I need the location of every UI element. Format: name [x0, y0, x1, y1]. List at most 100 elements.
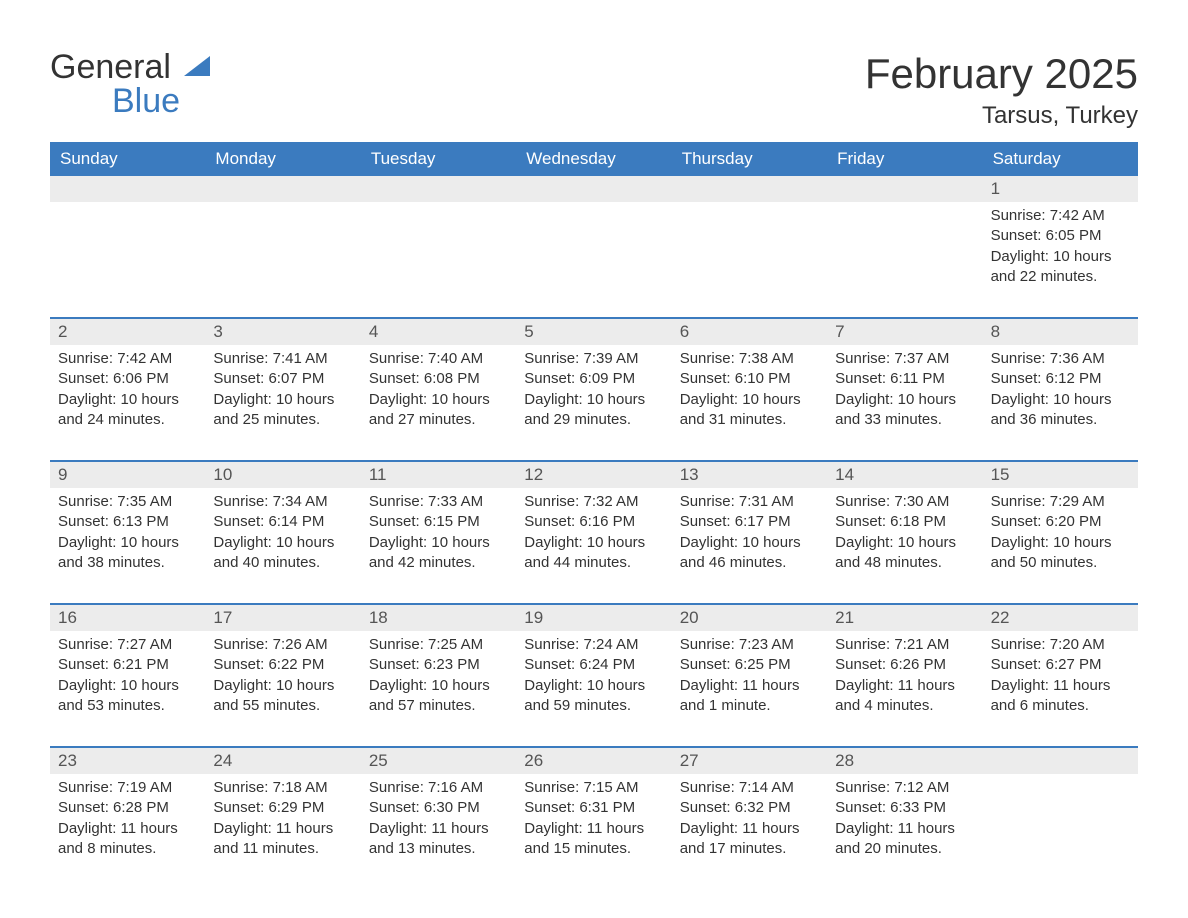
sunrise-text: Sunrise: 7:14 AM [680, 778, 819, 798]
logo-text: General Blue [50, 50, 180, 118]
sunrise-text: Sunrise: 7:18 AM [213, 778, 352, 798]
sunrise-text: Sunrise: 7:34 AM [213, 492, 352, 512]
calendar: SundayMondayTuesdayWednesdayThursdayFrid… [50, 142, 1138, 867]
week-row: 9Sunrise: 7:35 AMSunset: 6:13 PMDaylight… [50, 460, 1138, 581]
logo: General Blue [50, 50, 214, 118]
weekday-header: Tuesday [361, 142, 516, 176]
sunset-text: Sunset: 6:33 PM [835, 798, 974, 818]
day-cell: 3Sunrise: 7:41 AMSunset: 6:07 PMDaylight… [205, 319, 360, 438]
sunset-text: Sunset: 6:22 PM [213, 655, 352, 675]
logo-sail-icon [182, 54, 214, 82]
daylight-text: Daylight: 10 hours and 53 minutes. [58, 676, 197, 717]
day-details: Sunrise: 7:39 AMSunset: 6:09 PMDaylight:… [516, 345, 671, 438]
sunrise-text: Sunrise: 7:42 AM [58, 349, 197, 369]
day-cell: 19Sunrise: 7:24 AMSunset: 6:24 PMDayligh… [516, 605, 671, 724]
weeks-container: 1Sunrise: 7:42 AMSunset: 6:05 PMDaylight… [50, 176, 1138, 867]
day-details: Sunrise: 7:40 AMSunset: 6:08 PMDaylight:… [361, 345, 516, 438]
day-number: 10 [205, 462, 360, 488]
weekday-header: Friday [827, 142, 982, 176]
empty-day-cell [672, 176, 827, 295]
sunrise-text: Sunrise: 7:41 AM [213, 349, 352, 369]
sunrise-text: Sunrise: 7:15 AM [524, 778, 663, 798]
day-details: Sunrise: 7:26 AMSunset: 6:22 PMDaylight:… [205, 631, 360, 724]
daylight-text: Daylight: 10 hours and 42 minutes. [369, 533, 508, 574]
day-cell: 28Sunrise: 7:12 AMSunset: 6:33 PMDayligh… [827, 748, 982, 867]
sunrise-text: Sunrise: 7:30 AM [835, 492, 974, 512]
sunrise-text: Sunrise: 7:26 AM [213, 635, 352, 655]
daylight-text: Daylight: 11 hours and 13 minutes. [369, 819, 508, 860]
day-number [672, 176, 827, 202]
day-details: Sunrise: 7:14 AMSunset: 6:32 PMDaylight:… [672, 774, 827, 867]
day-number [50, 176, 205, 202]
day-number [516, 176, 671, 202]
sunset-text: Sunset: 6:10 PM [680, 369, 819, 389]
day-details: Sunrise: 7:27 AMSunset: 6:21 PMDaylight:… [50, 631, 205, 724]
day-details: Sunrise: 7:21 AMSunset: 6:26 PMDaylight:… [827, 631, 982, 724]
daylight-text: Daylight: 11 hours and 6 minutes. [991, 676, 1130, 717]
day-number: 17 [205, 605, 360, 631]
day-number: 14 [827, 462, 982, 488]
sunset-text: Sunset: 6:25 PM [680, 655, 819, 675]
day-cell: 8Sunrise: 7:36 AMSunset: 6:12 PMDaylight… [983, 319, 1138, 438]
day-details: Sunrise: 7:36 AMSunset: 6:12 PMDaylight:… [983, 345, 1138, 438]
sunrise-text: Sunrise: 7:37 AM [835, 349, 974, 369]
day-number [361, 176, 516, 202]
day-number: 19 [516, 605, 671, 631]
daylight-text: Daylight: 11 hours and 8 minutes. [58, 819, 197, 860]
sunrise-text: Sunrise: 7:12 AM [835, 778, 974, 798]
day-number [205, 176, 360, 202]
daylight-text: Daylight: 10 hours and 55 minutes. [213, 676, 352, 717]
sunset-text: Sunset: 6:15 PM [369, 512, 508, 532]
day-number [827, 176, 982, 202]
day-number: 8 [983, 319, 1138, 345]
sunrise-text: Sunrise: 7:35 AM [58, 492, 197, 512]
daylight-text: Daylight: 11 hours and 20 minutes. [835, 819, 974, 860]
header: General Blue February 2025 Tarsus, Turke… [50, 50, 1138, 130]
day-cell: 6Sunrise: 7:38 AMSunset: 6:10 PMDaylight… [672, 319, 827, 438]
sunset-text: Sunset: 6:28 PM [58, 798, 197, 818]
sunset-text: Sunset: 6:21 PM [58, 655, 197, 675]
sunset-text: Sunset: 6:23 PM [369, 655, 508, 675]
daylight-text: Daylight: 11 hours and 17 minutes. [680, 819, 819, 860]
day-details: Sunrise: 7:15 AMSunset: 6:31 PMDaylight:… [516, 774, 671, 867]
sunset-text: Sunset: 6:24 PM [524, 655, 663, 675]
sunset-text: Sunset: 6:14 PM [213, 512, 352, 532]
empty-day-cell [827, 176, 982, 295]
day-number: 13 [672, 462, 827, 488]
sunset-text: Sunset: 6:18 PM [835, 512, 974, 532]
sunrise-text: Sunrise: 7:24 AM [524, 635, 663, 655]
day-cell: 14Sunrise: 7:30 AMSunset: 6:18 PMDayligh… [827, 462, 982, 581]
daylight-text: Daylight: 10 hours and 36 minutes. [991, 390, 1130, 431]
sunset-text: Sunset: 6:08 PM [369, 369, 508, 389]
day-cell: 23Sunrise: 7:19 AMSunset: 6:28 PMDayligh… [50, 748, 205, 867]
sunrise-text: Sunrise: 7:31 AM [680, 492, 819, 512]
week-row: 2Sunrise: 7:42 AMSunset: 6:06 PMDaylight… [50, 317, 1138, 438]
day-number: 26 [516, 748, 671, 774]
location: Tarsus, Turkey [865, 102, 1138, 130]
sunrise-text: Sunrise: 7:25 AM [369, 635, 508, 655]
week-row: 23Sunrise: 7:19 AMSunset: 6:28 PMDayligh… [50, 746, 1138, 867]
daylight-text: Daylight: 10 hours and 33 minutes. [835, 390, 974, 431]
sunset-text: Sunset: 6:06 PM [58, 369, 197, 389]
sunset-text: Sunset: 6:32 PM [680, 798, 819, 818]
day-number: 20 [672, 605, 827, 631]
day-cell: 1Sunrise: 7:42 AMSunset: 6:05 PMDaylight… [983, 176, 1138, 295]
day-cell: 5Sunrise: 7:39 AMSunset: 6:09 PMDaylight… [516, 319, 671, 438]
sunset-text: Sunset: 6:11 PM [835, 369, 974, 389]
day-cell: 26Sunrise: 7:15 AMSunset: 6:31 PMDayligh… [516, 748, 671, 867]
day-cell: 17Sunrise: 7:26 AMSunset: 6:22 PMDayligh… [205, 605, 360, 724]
sunrise-text: Sunrise: 7:20 AM [991, 635, 1130, 655]
sunrise-text: Sunrise: 7:21 AM [835, 635, 974, 655]
day-number: 23 [50, 748, 205, 774]
day-number: 1 [983, 176, 1138, 202]
daylight-text: Daylight: 10 hours and 24 minutes. [58, 390, 197, 431]
weekday-header: Thursday [672, 142, 827, 176]
day-number: 5 [516, 319, 671, 345]
day-details: Sunrise: 7:35 AMSunset: 6:13 PMDaylight:… [50, 488, 205, 581]
sunset-text: Sunset: 6:16 PM [524, 512, 663, 532]
day-details: Sunrise: 7:18 AMSunset: 6:29 PMDaylight:… [205, 774, 360, 867]
day-number: 16 [50, 605, 205, 631]
day-details: Sunrise: 7:42 AMSunset: 6:06 PMDaylight:… [50, 345, 205, 438]
daylight-text: Daylight: 10 hours and 38 minutes. [58, 533, 197, 574]
day-cell: 20Sunrise: 7:23 AMSunset: 6:25 PMDayligh… [672, 605, 827, 724]
